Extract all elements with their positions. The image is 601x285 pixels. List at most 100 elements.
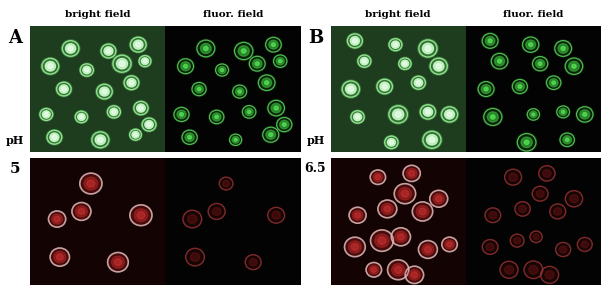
Circle shape [426,109,430,114]
Circle shape [245,255,261,270]
Circle shape [186,248,204,266]
Circle shape [397,234,404,240]
Circle shape [276,117,293,133]
Circle shape [403,62,407,66]
Circle shape [418,241,438,258]
Circle shape [112,256,124,268]
Circle shape [392,264,404,276]
Circle shape [370,170,386,184]
Circle shape [375,175,380,180]
Circle shape [430,190,448,207]
Circle shape [388,260,409,280]
Circle shape [554,40,572,57]
Circle shape [346,84,356,94]
Circle shape [441,106,459,123]
Circle shape [106,105,121,119]
Circle shape [532,186,548,201]
Circle shape [129,80,134,85]
Circle shape [141,58,148,65]
Circle shape [188,135,192,139]
Circle shape [106,49,111,53]
Circle shape [134,209,148,222]
Circle shape [351,244,359,250]
Circle shape [75,111,88,123]
Circle shape [352,38,358,43]
Circle shape [486,243,494,251]
Circle shape [401,60,409,67]
Circle shape [546,75,561,90]
Circle shape [349,241,361,253]
Circle shape [483,108,503,126]
Circle shape [423,107,433,116]
Circle shape [405,266,424,284]
Circle shape [419,104,436,120]
Circle shape [349,207,366,223]
Circle shape [558,44,568,53]
Circle shape [52,135,57,140]
Circle shape [232,84,247,99]
Circle shape [362,59,367,63]
Circle shape [516,133,537,152]
Circle shape [422,244,434,255]
Circle shape [136,42,141,47]
Circle shape [524,261,543,278]
Circle shape [79,63,94,77]
Circle shape [416,205,429,217]
Circle shape [481,33,499,49]
Text: fluor. field: fluor. field [203,10,263,19]
Circle shape [511,79,528,94]
Circle shape [495,56,505,66]
Circle shape [422,131,442,149]
Circle shape [273,54,287,68]
Circle shape [344,237,365,257]
Circle shape [515,82,525,91]
Circle shape [249,56,266,72]
Circle shape [66,44,76,53]
Circle shape [488,39,492,43]
Circle shape [112,54,132,73]
Circle shape [185,133,194,142]
Circle shape [39,108,53,121]
Circle shape [378,237,386,244]
Circle shape [394,266,402,273]
Circle shape [52,214,63,224]
Circle shape [133,101,149,115]
Circle shape [550,204,566,219]
Circle shape [208,203,225,219]
Circle shape [510,234,524,247]
Circle shape [355,115,360,119]
Circle shape [201,43,211,54]
Circle shape [236,88,244,95]
Circle shape [355,212,361,218]
Circle shape [382,84,387,89]
Circle shape [505,169,522,185]
Circle shape [46,130,63,145]
Circle shape [380,82,389,91]
Circle shape [91,131,110,148]
Circle shape [204,46,208,50]
Circle shape [245,108,253,116]
Circle shape [490,115,495,119]
Circle shape [477,81,495,97]
Circle shape [45,62,55,71]
Circle shape [515,202,530,216]
Circle shape [279,120,289,129]
Circle shape [68,46,73,51]
Circle shape [564,57,584,75]
Circle shape [560,246,567,253]
Circle shape [375,234,389,247]
Circle shape [130,205,152,226]
Circle shape [545,271,554,279]
Circle shape [84,177,98,190]
Circle shape [78,113,85,121]
Circle shape [424,246,432,253]
Circle shape [394,184,416,204]
Circle shape [538,62,542,66]
Circle shape [44,113,49,116]
Circle shape [552,81,555,84]
Circle shape [538,166,555,181]
Circle shape [433,61,444,71]
Circle shape [393,43,398,47]
Circle shape [490,53,508,70]
Circle shape [223,180,230,187]
